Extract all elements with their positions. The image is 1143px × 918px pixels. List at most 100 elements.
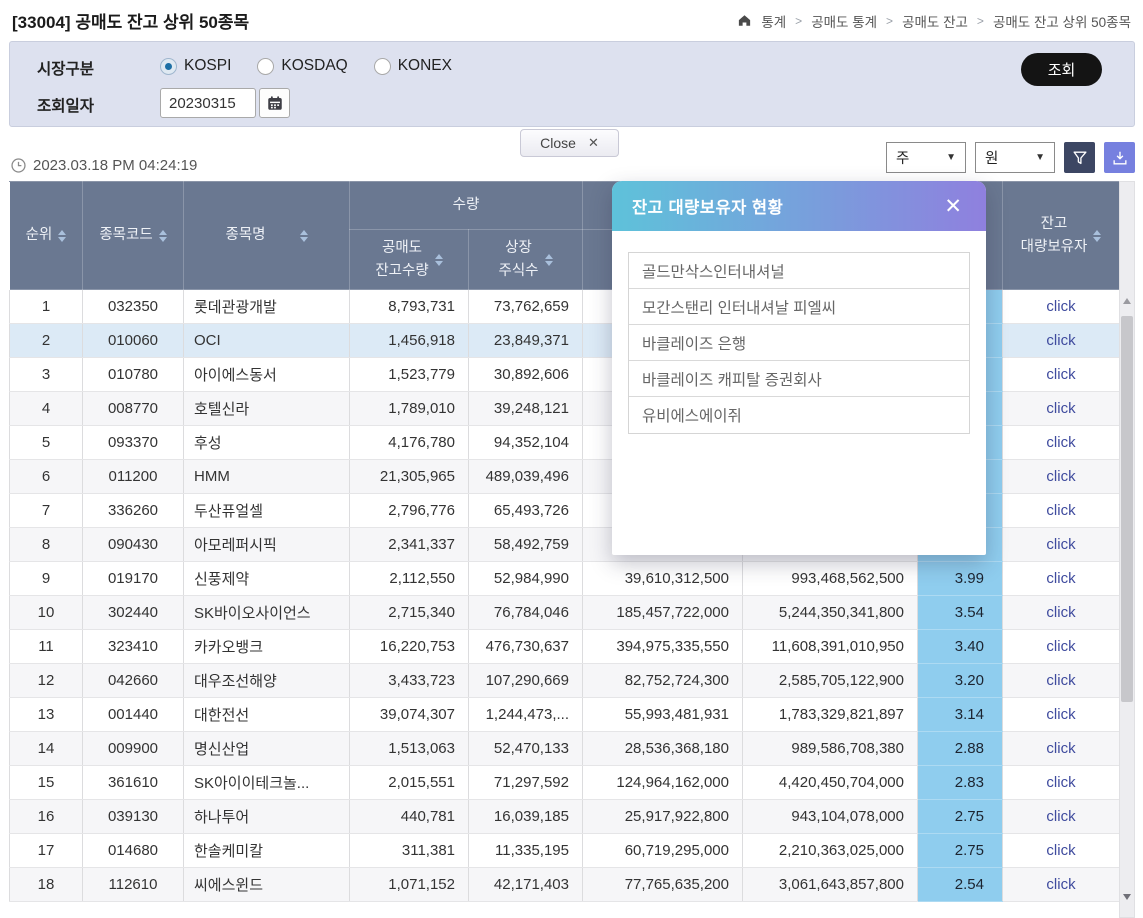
holder-click-link[interactable]: click (1002, 357, 1120, 392)
cell-short-amt: 25,917,922,800 (582, 799, 743, 834)
cell-name: 대한전선 (183, 697, 350, 732)
table-row[interactable]: 12 042660 대우조선해양 3,433,723 107,290,669 8… (9, 663, 1120, 698)
radio-unselected-icon (373, 57, 391, 75)
column-header-holder[interactable]: 잔고 대량보유자 (1002, 181, 1120, 290)
table-row[interactable]: 11 323410 카카오뱅크 16,220,753 476,730,637 3… (9, 629, 1120, 664)
cell-short-amt: 28,536,368,180 (582, 731, 743, 766)
breadcrumb: 통계 > 공매도 통계 > 공매도 잔고 > 공매도 잔고 상위 50종목 (737, 11, 1131, 31)
cell-short-amt: 39,610,312,500 (582, 561, 743, 596)
table-row[interactable]: 13 001440 대한전선 39,074,307 1,244,473,... … (9, 697, 1120, 732)
holder-click-link[interactable]: click (1002, 731, 1120, 766)
cell-code: 011200 (82, 459, 184, 494)
date-input[interactable] (160, 88, 256, 118)
holder-click-link[interactable]: click (1002, 459, 1120, 494)
holder-click-link[interactable]: click (1002, 391, 1120, 426)
table-row[interactable]: 10 302440 SK바이오사이언스 2,715,340 76,784,046… (9, 595, 1120, 630)
cell-mkt-cap: 993,468,562,500 (742, 561, 918, 596)
holder-click-link[interactable]: click (1002, 425, 1120, 460)
search-button[interactable]: 조회 (1021, 53, 1102, 86)
cell-name: SK아이이테크놀... (183, 765, 350, 800)
cell-rank: 15 (9, 765, 83, 800)
column-header-short-qty[interactable]: 공매도 잔고수량 (349, 229, 469, 290)
scroll-down-icon[interactable] (1123, 894, 1131, 900)
breadcrumb-item-short-stats[interactable]: 공매도 통계 (811, 14, 878, 30)
radio-option-kospi[interactable]: KOSPI (160, 57, 231, 75)
cell-short-qty: 2,715,340 (349, 595, 469, 630)
grid-toolbar: 주 ▼ 원 ▼ (886, 142, 1135, 173)
cell-code: 010060 (82, 323, 184, 358)
cell-short-amt: 77,765,635,200 (582, 867, 743, 902)
holder-click-link[interactable]: click (1002, 527, 1120, 562)
cell-name: 신풍제약 (183, 561, 350, 596)
cell-ratio: 3.54 (917, 595, 1003, 630)
holder-click-link[interactable]: click (1002, 765, 1120, 800)
cell-rank: 14 (9, 731, 83, 766)
holder-click-link[interactable]: click (1002, 323, 1120, 358)
unit-currency-select[interactable]: 원 ▼ (975, 142, 1055, 173)
cell-short-qty: 1,513,063 (349, 731, 469, 766)
holder-click-link[interactable]: click (1002, 833, 1120, 868)
close-tab[interactable]: Close ✕ (520, 129, 619, 157)
holder-list: 골드만삭스인터내셔널 모간스탠리 인터내셔날 피엘씨 바클레이즈 은행 바클레이… (628, 252, 970, 434)
holder-item: 모간스탠리 인터내셔날 피엘씨 (629, 289, 969, 325)
cell-code: 032350 (82, 289, 184, 324)
holder-click-link[interactable]: click (1002, 289, 1120, 324)
cell-short-qty: 4,176,780 (349, 425, 469, 460)
table-row[interactable]: 14 009900 명신산업 1,513,063 52,470,133 28,5… (9, 731, 1120, 766)
chevron-right-icon: > (976, 13, 984, 28)
cell-name: 한솔케미칼 (183, 833, 350, 868)
cell-short-amt: 394,975,335,550 (582, 629, 743, 664)
filter-button[interactable] (1064, 142, 1095, 173)
cell-code: 010780 (82, 357, 184, 392)
holder-click-link[interactable]: click (1002, 493, 1120, 528)
holder-click-link[interactable]: click (1002, 663, 1120, 698)
breadcrumb-item-short-balance[interactable]: 공매도 잔고 (902, 14, 968, 30)
cell-rank: 6 (9, 459, 83, 494)
holder-click-link[interactable]: click (1002, 697, 1120, 732)
column-header-listed-qty[interactable]: 상장 주식수 (468, 229, 583, 290)
holder-item: 바클레이즈 은행 (629, 325, 969, 361)
home-icon[interactable] (737, 13, 752, 28)
scrollbar-thumb[interactable] (1121, 316, 1133, 702)
column-header-code[interactable]: 종목코드 (82, 181, 184, 290)
holder-click-link[interactable]: click (1002, 561, 1120, 596)
holder-click-link[interactable]: click (1002, 799, 1120, 834)
scroll-up-icon[interactable] (1123, 298, 1131, 304)
table-row[interactable]: 15 361610 SK아이이테크놀... 2,015,551 71,297,5… (9, 765, 1120, 800)
cell-listed-qty: 16,039,185 (468, 799, 583, 834)
cell-ratio: 3.14 (917, 697, 1003, 732)
vertical-scrollbar[interactable] (1119, 181, 1135, 918)
radio-option-konex[interactable]: KONEX (373, 57, 452, 75)
table-row[interactable]: 16 039130 하나투어 440,781 16,039,185 25,917… (9, 799, 1120, 834)
table-row[interactable]: 18 112610 씨에스윈드 1,071,152 42,171,403 77,… (9, 867, 1120, 902)
column-header-rank[interactable]: 순위 (9, 181, 83, 290)
holder-click-link[interactable]: click (1002, 595, 1120, 630)
cell-listed-qty: 30,892,606 (468, 357, 583, 392)
radio-option-kosdaq[interactable]: KOSDAQ (257, 57, 348, 75)
cell-rank: 5 (9, 425, 83, 460)
search-form-panel: 시장구분 KOSPI KOSDAQ KONEX 조회일자 (9, 41, 1135, 127)
popup-title: 잔고 대량보유자 현황 (632, 199, 784, 217)
chevron-right-icon: > (886, 13, 894, 28)
table-row[interactable]: 17 014680 한솔케미칼 311,381 11,335,195 60,71… (9, 833, 1120, 868)
cell-rank: 12 (9, 663, 83, 698)
cell-short-qty: 16,220,753 (349, 629, 469, 664)
popup-close-icon[interactable]: ✕ (944, 194, 962, 218)
holder-item: 바클레이즈 캐피탈 증권회사 (629, 361, 969, 397)
close-icon[interactable]: ✕ (587, 135, 599, 150)
download-button[interactable] (1104, 142, 1135, 173)
cell-short-amt: 124,964,162,000 (582, 765, 743, 800)
unit-share-select[interactable]: 주 ▼ (886, 142, 966, 173)
holder-click-link[interactable]: click (1002, 867, 1120, 902)
column-header-name[interactable]: 종목명 (183, 181, 350, 290)
table-row[interactable]: 9 019170 신풍제약 2,112,550 52,984,990 39,61… (9, 561, 1120, 596)
cell-rank: 7 (9, 493, 83, 528)
title-bar: [33004] 공매도 잔고 상위 50종목 통계 > 공매도 통계 > 공매도… (0, 0, 1143, 41)
cell-code: 042660 (82, 663, 184, 698)
close-tab-label: Close (540, 135, 576, 151)
breadcrumb-item-stats[interactable]: 통계 (761, 14, 787, 30)
cell-short-qty: 1,456,918 (349, 323, 469, 358)
holder-click-link[interactable]: click (1002, 629, 1120, 664)
calendar-icon[interactable] (259, 88, 290, 118)
